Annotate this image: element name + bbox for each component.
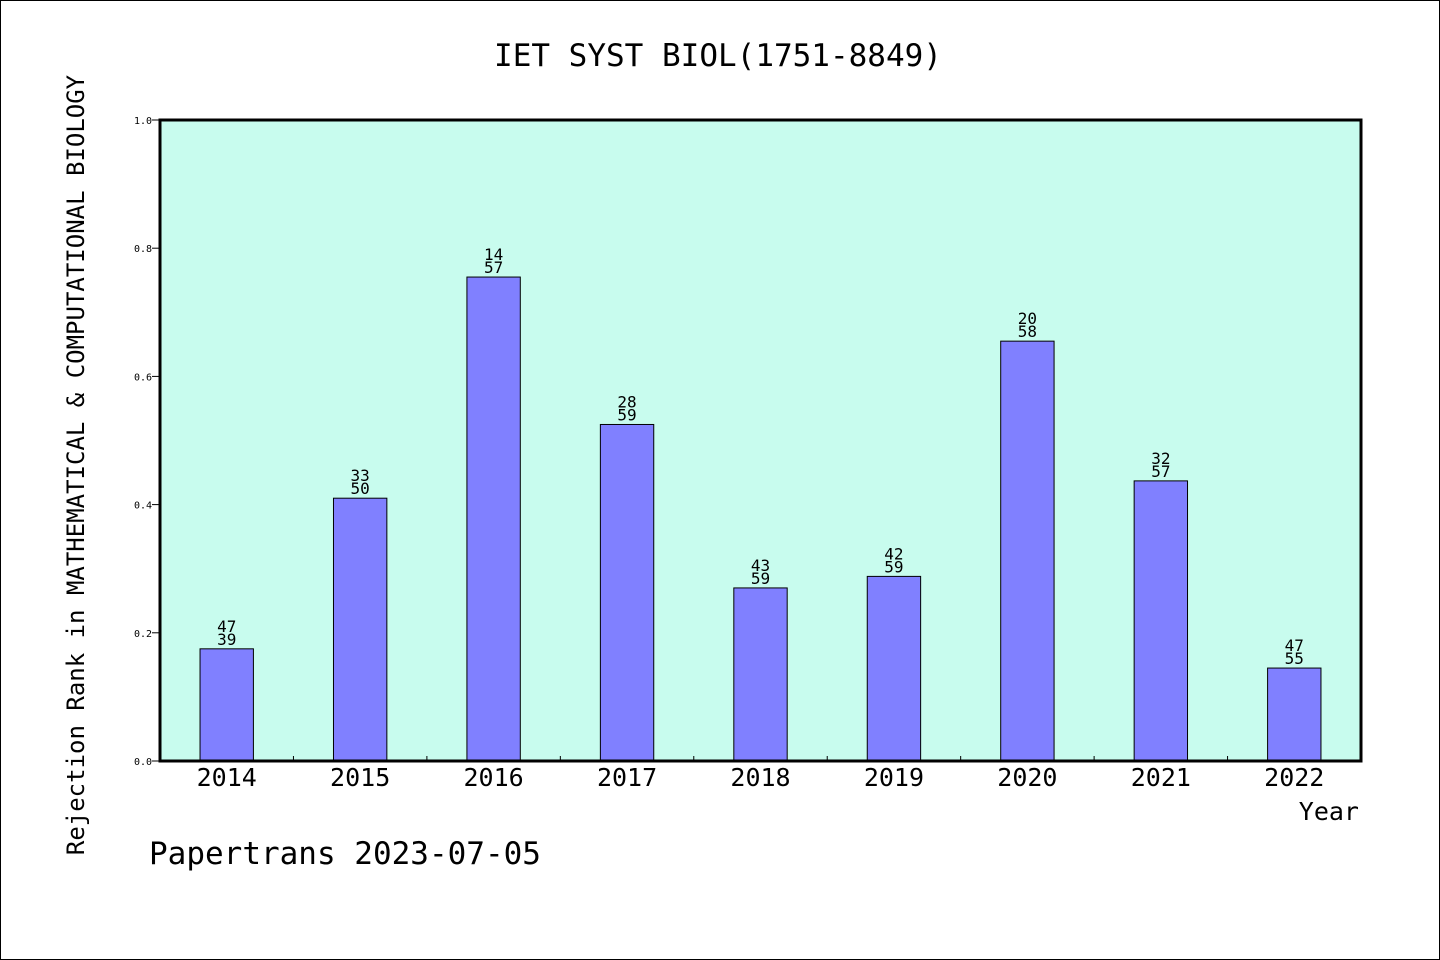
x-tick-label: 2015 xyxy=(330,763,390,792)
bar-label-top: 43 xyxy=(751,556,770,575)
bar-label-bottom: 59 xyxy=(751,569,770,588)
x-axis: 2014 2015 2016 2017 2018 2019 2020 2021 2022 xyxy=(197,756,1324,792)
y-axis-label: Rejection Rank in MATHEMATICAL & COMPUTA… xyxy=(62,74,90,855)
bar-label-bottom: 59 xyxy=(884,557,903,576)
y-axis: 0.0 0.2 0.4 0.6 0.8 1.0 xyxy=(134,116,160,768)
bar-label-bottom: 57 xyxy=(1151,462,1170,481)
y-tick-label: 0.6 xyxy=(134,372,152,383)
bar-label-top: 42 xyxy=(884,544,903,563)
x-tick-label: 2020 xyxy=(997,763,1057,792)
y-tick-label: 0.4 xyxy=(134,501,152,512)
bar-label-bottom: 55 xyxy=(1285,649,1304,668)
bar-2014 xyxy=(199,648,254,762)
x-tick-label: 2014 xyxy=(197,763,257,792)
bar-label-top: 47 xyxy=(217,617,236,636)
bar-label-top: 47 xyxy=(1285,636,1304,655)
bar-label-bottom: 59 xyxy=(617,405,636,424)
bar-2019 xyxy=(866,575,922,762)
x-tick-label: 2017 xyxy=(597,763,657,792)
x-axis-label: Year xyxy=(1299,797,1359,826)
y-tick-label: 1.0 xyxy=(134,116,152,127)
bar-2022 xyxy=(1267,667,1322,762)
bar-label-bottom: 57 xyxy=(484,258,503,277)
y-tick-label: 0.8 xyxy=(134,244,152,255)
bar-label-top: 28 xyxy=(617,392,636,411)
bar-label-top: 14 xyxy=(484,245,503,264)
bar-label-top: 33 xyxy=(351,466,370,485)
bars xyxy=(199,276,1322,762)
bar-2018 xyxy=(733,587,788,762)
bar-label-bottom: 50 xyxy=(351,479,370,498)
bar-label-top: 20 xyxy=(1018,309,1037,328)
chart-title: IET SYST BIOL(1751-8849) xyxy=(494,38,942,74)
x-tick-label: 2019 xyxy=(864,763,924,792)
bar-2016 xyxy=(466,276,521,762)
bar-2015 xyxy=(332,497,388,762)
footer-note: Papertrans 2023-07-05 xyxy=(149,836,541,872)
x-tick-label: 2022 xyxy=(1264,763,1324,792)
bar-label-top: 32 xyxy=(1151,449,1170,468)
bar-2017 xyxy=(599,423,655,762)
bar-2021 xyxy=(1133,480,1189,762)
bar-label-bottom: 58 xyxy=(1018,322,1037,341)
y-tick-label: 0.0 xyxy=(134,757,152,768)
plot-border xyxy=(158,118,1363,763)
x-tick-label: 2018 xyxy=(730,763,790,792)
x-tick-label: 2021 xyxy=(1131,763,1191,792)
x-tick-label: 2016 xyxy=(464,763,524,792)
bar-label-bottom: 39 xyxy=(217,630,236,649)
bar-2020 xyxy=(1000,340,1055,762)
y-tick-label: 0.2 xyxy=(134,629,152,640)
